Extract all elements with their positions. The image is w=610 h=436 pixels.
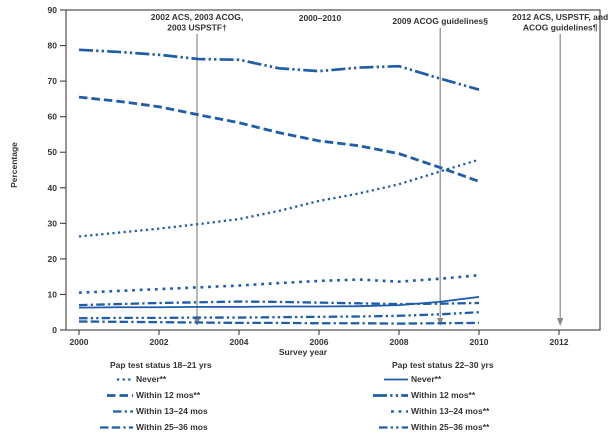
svg-text:80: 80 bbox=[48, 41, 58, 51]
series-line bbox=[78, 311, 480, 320]
series-line bbox=[78, 320, 480, 325]
svg-text:20: 20 bbox=[48, 254, 58, 264]
legend-item: Within 12 mos** bbox=[93, 387, 212, 403]
legend-item-label: Within 25–36 mos bbox=[136, 422, 208, 432]
svg-text:2009 ACOG guidelines§: 2009 ACOG guidelines§ bbox=[392, 16, 488, 26]
legend-item-label: Within 12 mos** bbox=[411, 390, 476, 400]
x-axis-label: Survey year bbox=[278, 347, 328, 357]
legend-item-label: Never** bbox=[136, 374, 167, 384]
dash-dash-dot-line-style-icon bbox=[93, 423, 133, 432]
dashed-line-style-icon bbox=[93, 391, 133, 400]
svg-text:10: 10 bbox=[48, 289, 58, 299]
svg-text:30: 30 bbox=[48, 218, 58, 228]
series-lines bbox=[78, 48, 480, 325]
dash-dot-dot-line-style-icon bbox=[368, 423, 408, 432]
solid-line-style-icon bbox=[368, 375, 408, 384]
svg-text:2004: 2004 bbox=[230, 337, 249, 347]
legend-item-label: Within 13–24 mos** bbox=[411, 406, 490, 416]
svg-text:2012 ACS, USPSTF, and: 2012 ACS, USPSTF, and bbox=[512, 12, 608, 22]
longdash-dot-dot-line-style-icon bbox=[368, 391, 408, 400]
svg-text:90: 90 bbox=[48, 5, 58, 15]
svg-text:50: 50 bbox=[48, 147, 58, 157]
svg-text:2006: 2006 bbox=[310, 337, 329, 347]
svg-text:2000–2010: 2000–2010 bbox=[299, 13, 342, 23]
legend-group-22-30: Pap test status 22–30 yrs Never** Within… bbox=[368, 359, 494, 435]
dotted-line-style-icon bbox=[93, 375, 133, 384]
legend-item: Never** bbox=[93, 371, 212, 387]
legend-title: Pap test status 18–21 yrs bbox=[110, 360, 212, 370]
legend-title: Pap test status 22–30 yrs bbox=[392, 360, 494, 370]
svg-text:2000: 2000 bbox=[70, 337, 89, 347]
legend-item-label: Within 13–24 mos bbox=[136, 406, 208, 416]
legend-item: Within 25–36 mos** bbox=[368, 419, 494, 435]
legend-group-18-21: Pap test status 18–21 yrs Never** Within… bbox=[93, 359, 212, 435]
svg-text:2010: 2010 bbox=[470, 337, 489, 347]
series-line bbox=[78, 48, 480, 91]
svg-text:2002: 2002 bbox=[150, 337, 169, 347]
legend-item: Within 13–24 mos bbox=[93, 403, 212, 419]
square-dots-line-style-icon bbox=[368, 407, 408, 416]
legend-item: Never** bbox=[368, 371, 494, 387]
series-line bbox=[78, 95, 480, 183]
svg-text:ACOG guidelines¶: ACOG guidelines¶ bbox=[523, 23, 598, 33]
svg-text:40: 40 bbox=[48, 183, 58, 193]
legend-item: Within 25–36 mos bbox=[93, 419, 212, 435]
chart-plot-area: 0 10 20 30 40 50 60 70 80 90 2000 2002 2004 2006 2008 2… bbox=[48, 5, 609, 347]
annotation-markers: 2002 ACS, 2003 ACOG,2003 USPSTF† 2009 ACO… bbox=[151, 12, 608, 326]
axes: 0 10 20 30 40 50 60 70 80 90 2000 2002 2004 2006 2008 2… bbox=[48, 5, 601, 347]
svg-text:2012: 2012 bbox=[550, 337, 569, 347]
legend-item-label: Within 12 mos** bbox=[136, 390, 201, 400]
dash-dot-line-style-icon bbox=[93, 407, 133, 416]
svg-text:70: 70 bbox=[48, 76, 58, 86]
legend-item-label: Never** bbox=[411, 374, 442, 384]
legend-item: Within 12 mos** bbox=[368, 387, 494, 403]
y-axis-label: Percentage bbox=[9, 142, 19, 188]
svg-text:2008: 2008 bbox=[390, 337, 409, 347]
svg-text:2003 USPSTF†: 2003 USPSTF† bbox=[167, 23, 227, 33]
series-line bbox=[78, 158, 480, 238]
legend-item-label: Within 25–36 mos** bbox=[411, 422, 490, 432]
svg-text:2002 ACS, 2003 ACOG,: 2002 ACS, 2003 ACOG, bbox=[151, 12, 243, 22]
legend-item: Within 13–24 mos** bbox=[368, 403, 494, 419]
series-line bbox=[78, 296, 480, 309]
svg-text:0: 0 bbox=[52, 325, 57, 335]
svg-text:60: 60 bbox=[48, 112, 58, 122]
series-line bbox=[78, 273, 480, 294]
